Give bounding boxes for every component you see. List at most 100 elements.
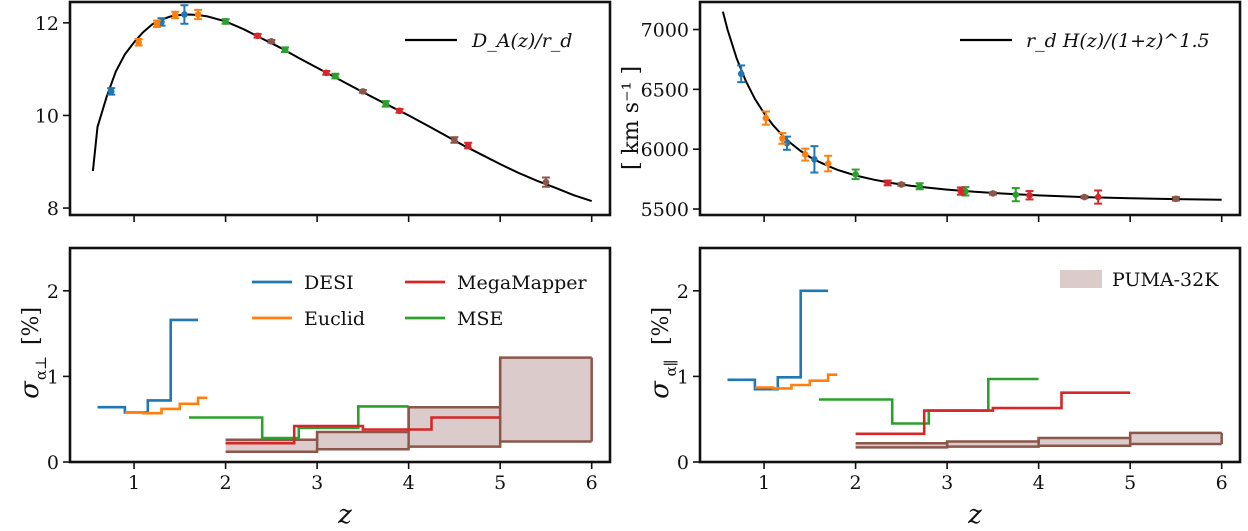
y-tick-label: 2 (47, 281, 59, 303)
y-tick-label: 0 (677, 452, 689, 474)
point-megamapper (322, 69, 330, 77)
legend-bottom-right: PUMA-32K (1060, 269, 1219, 291)
x-tick-label: 3 (311, 472, 323, 494)
point-desi (737, 70, 745, 78)
point-puma (989, 190, 997, 197)
y-tick-label: 0 (47, 452, 59, 474)
point-megamapper (464, 142, 472, 149)
y-label-sub-right: α∥ (662, 359, 680, 376)
y-tick-label: 10 (35, 105, 59, 127)
point-euclid (779, 135, 786, 142)
panel-bottom-left: 1 2 3 4 5 6 0 1 2 (47, 246, 612, 494)
y-axis-label-top-right: [ km s⁻¹ ] (619, 66, 644, 170)
y-tick-label: 1 (47, 366, 59, 388)
x-tick-label: 4 (1033, 472, 1045, 494)
step-megamapper (225, 416, 501, 445)
step-desi (97, 318, 199, 414)
point-megamapper (1094, 193, 1102, 201)
y-tick-label: 5500 (641, 199, 689, 221)
step-mse (819, 377, 1039, 425)
point-desi (107, 88, 115, 95)
point-euclid (135, 38, 142, 46)
point-mse (332, 72, 339, 80)
point-puma (1172, 195, 1180, 203)
step-megamapper (855, 391, 1131, 436)
point-euclid (762, 114, 770, 122)
point-desi (181, 11, 188, 18)
puma-lower-step (855, 442, 1222, 449)
legend-label-megamapper: MegaMapper (457, 272, 588, 294)
step-mse (189, 405, 409, 440)
y-label-sigma-right: σ (645, 380, 675, 399)
x-tick-label: 6 (1216, 472, 1228, 494)
y-axis-label-bottom-right: σ α∥ [%] (645, 307, 680, 399)
y-label-unit-left: [%] (19, 307, 44, 345)
x-tick-label: 4 (403, 472, 415, 494)
panel-top-left: 8 10 12 (35, 0, 612, 222)
legend-bottom-left: DESI MegaMapper Euclid MSE (252, 272, 588, 330)
legend-label-desi: DESI (304, 272, 354, 294)
x-axis-label-left: z (337, 500, 352, 530)
legend-label-puma: PUMA-32K (1112, 269, 1219, 291)
point-euclid (801, 151, 809, 158)
x-tick-label: 1 (128, 472, 140, 494)
panel-bottom-right: 1 2 3 4 5 6 0 1 2 (677, 246, 1242, 494)
y-axis-label-bottom-left: σ α⊥ [%] (15, 307, 50, 399)
theory-curve (91, 13, 593, 203)
point-mse (1012, 191, 1020, 198)
legend-swatch-puma (1060, 270, 1102, 288)
point-mse (222, 18, 229, 25)
point-puma (268, 38, 275, 45)
axes-frame (68, 246, 612, 464)
point-puma (1081, 193, 1088, 201)
point-mse (382, 100, 390, 108)
axes-frame (698, 0, 1242, 217)
x-tick-label: 6 (586, 472, 598, 494)
x-tick-label: 2 (850, 472, 862, 494)
y-tick-label: 8 (47, 198, 59, 220)
point-mse (852, 171, 859, 178)
puma-lower-step (225, 440, 592, 453)
point-megamapper (254, 32, 261, 40)
axes-frame (698, 246, 1242, 464)
y-tick-label: 6500 (641, 79, 689, 101)
y-label-unit-right: [%] (649, 307, 674, 345)
step-euclid (124, 396, 208, 415)
legend-top-left: D_A(z)/r_d (405, 30, 572, 52)
y-tick-label: 12 (35, 13, 59, 35)
step-euclid (754, 373, 838, 390)
panel-top-right: 5500 6000 6500 7000 (641, 0, 1242, 222)
legend-label-euclid: Euclid (304, 308, 365, 330)
x-axis-label-right: z (967, 500, 982, 530)
point-euclid (153, 20, 161, 28)
legend-label-da: D_A(z)/r_d (471, 30, 572, 52)
step-desi (727, 289, 829, 391)
axes-frame (68, 0, 612, 217)
y-label-sigma-left: σ (15, 380, 45, 399)
point-megamapper (1026, 191, 1033, 199)
point-euclid (824, 160, 832, 167)
point-megamapper (957, 187, 965, 195)
point-puma (898, 181, 905, 188)
point-desi (783, 139, 791, 147)
point-puma (451, 136, 458, 144)
y-label-sub-left: α⊥ (32, 356, 50, 380)
x-tick-label: 5 (1124, 472, 1136, 494)
point-mse (281, 46, 289, 53)
point-desi (811, 156, 818, 163)
point-megamapper (396, 107, 403, 115)
point-megamapper (884, 179, 891, 187)
point-mse (916, 182, 923, 190)
x-tick-label: 1 (758, 472, 770, 494)
x-tick-label: 2 (220, 472, 232, 494)
legend-label-mse: MSE (457, 308, 503, 330)
x-tick-label: 3 (941, 472, 953, 494)
point-puma (542, 178, 550, 186)
legend-label-hz: r_d H(z)/(1+z)^1.5 (1026, 30, 1210, 52)
point-euclid (171, 11, 179, 19)
x-tick-label: 5 (494, 472, 506, 494)
legend-top-right: r_d H(z)/(1+z)^1.5 (960, 30, 1210, 52)
y-tick-label: 6000 (641, 139, 689, 161)
y-tick-label: 2 (677, 281, 689, 303)
